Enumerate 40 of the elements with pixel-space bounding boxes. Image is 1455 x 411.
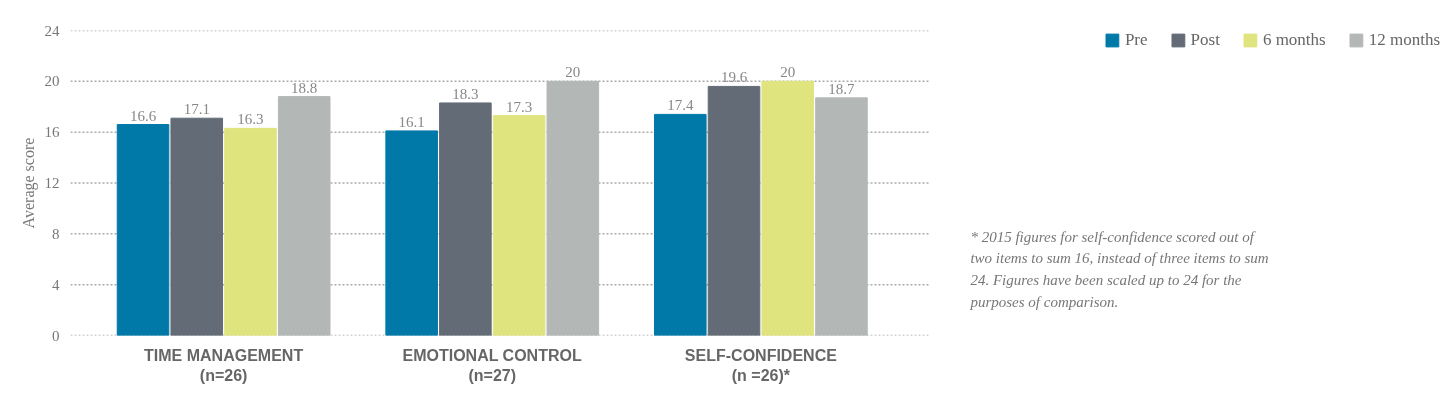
- data-label: 16.1: [398, 113, 425, 130]
- bar: [116, 124, 170, 336]
- bar: [385, 130, 438, 336]
- bar: [224, 127, 277, 336]
- y-tick-label: 16: [44, 124, 60, 141]
- bar: [707, 85, 761, 336]
- data-label: 20: [780, 64, 796, 81]
- y-tick-label: 4: [52, 276, 60, 293]
- y-axis-title: Average score: [19, 137, 38, 229]
- legend-label: 6 months: [1262, 30, 1326, 50]
- bar: [815, 97, 868, 336]
- data-label: 20: [565, 64, 581, 81]
- data-label: 18.3: [452, 85, 479, 102]
- y-tick-label: 20: [44, 73, 60, 90]
- data-label: 17.4: [667, 97, 694, 114]
- bar: [546, 80, 600, 336]
- data-label: 16.6: [129, 107, 157, 124]
- y-tick-label: 0: [52, 327, 60, 344]
- y-tick-label: 8: [52, 225, 60, 242]
- x-tick-label: TIME MANAGEMENT (n=26): [144, 346, 304, 384]
- data-label: 18.7: [828, 80, 856, 97]
- data-label: 16.3: [237, 111, 264, 128]
- x-tick-label: SELF-CONFIDENCE (n =26)*: [684, 346, 838, 384]
- data-label: 17.3: [505, 98, 533, 115]
- y-tick-label: 12: [44, 175, 60, 191]
- bar: [492, 115, 546, 336]
- text: * 2015 figures for self-confidence scored out of two items to sum 16, instead of three items to sum 24. Figures have been scaled up to 24 for the purposes of comparison.: [969, 228, 1269, 310]
- y-tick-label: 24: [44, 22, 60, 39]
- bar: [439, 102, 492, 336]
- data-label: 17.1: [183, 101, 210, 118]
- legend-label: Post: [1190, 30, 1220, 50]
- bar: [277, 96, 331, 336]
- legend-label: Pre: [1124, 30, 1148, 50]
- data-label: 18.8: [291, 79, 318, 96]
- legend-label: 12 months: [1368, 30, 1440, 50]
- data-label: 19.6: [720, 69, 748, 86]
- bar: [170, 117, 224, 336]
- bar: [654, 113, 707, 336]
- bar: [761, 80, 815, 336]
- x-tick-label: EMOTIONAL CONTROL (n=27): [402, 346, 582, 384]
